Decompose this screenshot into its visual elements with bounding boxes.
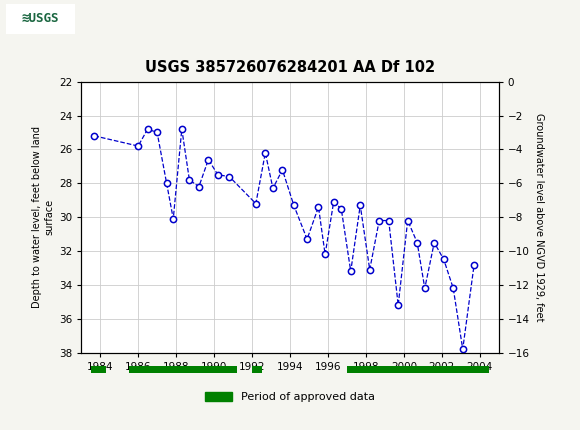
FancyBboxPatch shape <box>347 366 490 373</box>
FancyBboxPatch shape <box>90 366 106 373</box>
Legend: Period of approved data: Period of approved data <box>200 387 380 407</box>
FancyBboxPatch shape <box>252 366 262 373</box>
Title: USGS 385726076284201 AA Df 102: USGS 385726076284201 AA Df 102 <box>145 60 435 75</box>
FancyBboxPatch shape <box>129 366 237 373</box>
FancyBboxPatch shape <box>6 4 75 34</box>
Y-axis label: Depth to water level, feet below land
surface: Depth to water level, feet below land su… <box>31 126 55 308</box>
Text: ≋USGS: ≋USGS <box>22 12 59 25</box>
Y-axis label: Groundwater level above NGVD 1929, feet: Groundwater level above NGVD 1929, feet <box>534 113 544 321</box>
